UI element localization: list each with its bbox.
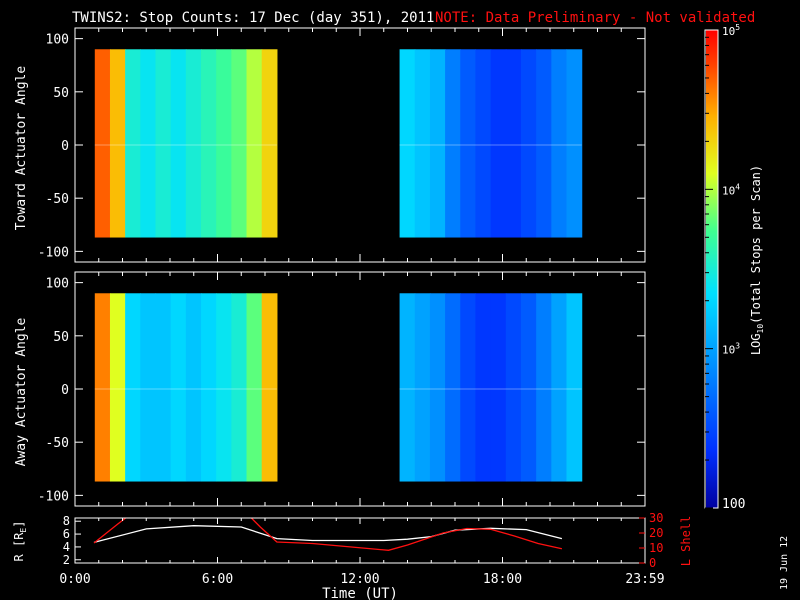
y-tick-label: 100 [46,277,69,292]
heatmap-cell [566,293,583,482]
colorbar-label: LOG10(Total Stops per Scan) [749,165,765,355]
heatmap-cell [505,49,522,238]
plot-title: TWINS2: Stop Counts: 17 Dec (day 351), 2… [72,10,434,26]
heatmap-cell [125,293,141,482]
heatmap-cell [551,49,568,238]
heatmap-cell [170,293,187,482]
heatmap-cell [490,293,507,482]
colorbar-tick-label: 105 [722,23,740,38]
heatmap-cell [414,293,431,482]
heatmap-cell [475,49,492,238]
x-tick-label: 23:59 [625,572,664,587]
heatmap-cell [94,293,111,482]
y-tick-label: 50 [53,86,69,101]
heatmap-cell [475,293,492,482]
right-y-tick-label: 20 [649,526,663,540]
heatmap-cell [155,293,172,482]
left-y-tick-label: 2 [63,553,70,567]
heatmap-cell [231,49,248,238]
heatmap-cell [155,49,172,238]
heatmap-cell [109,293,126,482]
y-tick-label: -50 [46,436,69,451]
heatmap-cell [201,293,217,482]
heatmap-cell [231,293,248,482]
heatmap-cell [246,293,263,482]
heatmap-cell [460,49,477,238]
heatmap-cell [125,49,141,238]
heatmap-cell [94,49,111,238]
away-heatmap-panel: -100 -50 0 50 100 [38,271,646,507]
x-tick-label: 18:00 [483,572,522,587]
heatmap-cell [216,293,232,482]
right-y-tick-label: 0 [649,556,656,570]
date-stamp: 19 Jun 12 [779,536,790,590]
left-y-tick-label: 4 [63,540,70,554]
heatmap-cell [170,49,187,238]
y-tick-label: 0 [61,383,69,398]
y-tick-label: 50 [53,330,69,345]
heatmap-cell [399,49,416,238]
heatmap-cell [429,293,446,482]
colorbar-tick-label: 104 [722,182,740,197]
heatmap-cell [429,49,446,238]
heatmap-cell [536,49,552,238]
heatmap-cell [185,49,202,238]
colorbar-bottom-label: 100 [722,497,745,512]
heatmap-cell [201,49,217,238]
heatmap-cell [399,293,416,482]
right-y-tick-label: 10 [649,541,663,555]
colorbar-gradient [706,30,718,508]
x-tick-label: 0:00 [59,572,90,587]
x-tick-label: 6:00 [202,572,233,587]
heatmap-cell [460,293,477,482]
heatmap-cell [261,293,278,482]
heatmap-cell [566,49,583,238]
heatmap-cell [140,293,157,482]
heatmap-cell [414,49,431,238]
colorbar: 105 104 103 100 LOG10(Total Stops per Scan… [704,23,765,512]
y-tick-label: 100 [46,33,69,48]
x-tick-label: 12:00 [340,572,379,587]
toward-heatmap-panel: -100 -50 0 50 100 [38,27,646,263]
left-y-tick-label: 8 [63,514,70,528]
y-tick-label: -50 [46,192,69,207]
y-tick-label: -100 [38,245,69,260]
preliminary-note: NOTE: Data Preliminary - Not validated [435,10,755,26]
heatmap-cell [445,49,461,238]
toward-ylabel: Toward Actuator Angle [14,66,29,231]
heatmap-cell [520,49,537,238]
heatmap-cell [246,49,263,238]
heatmap-cell [551,293,568,482]
heatmap-cell [185,293,202,482]
l-shell-series-line [93,518,563,551]
colorbar-tick-label: 103 [722,342,740,357]
away-ylabel: Away Actuator Angle [14,317,29,466]
orbit-right-ylabel: L Shell [679,516,693,567]
heatmap-cell [536,293,552,482]
r-series-line [93,525,563,544]
heatmap-cell [261,49,278,238]
heatmap-cell [505,293,522,482]
heatmap-cell [109,49,126,238]
orbit-left-ylabel: R [RE] [12,521,28,562]
right-y-tick-label: 30 [649,511,663,525]
left-y-tick-label: 6 [63,527,70,541]
y-tick-label: 0 [61,139,69,154]
heatmap-cell [445,293,461,482]
heatmap-cell [520,293,537,482]
x-axis-label: Time (UT) [322,586,398,600]
heatmap-cell [490,49,507,238]
heatmap-cell [140,49,157,238]
y-tick-label: -100 [38,489,69,504]
heatmap-cell [216,49,232,238]
